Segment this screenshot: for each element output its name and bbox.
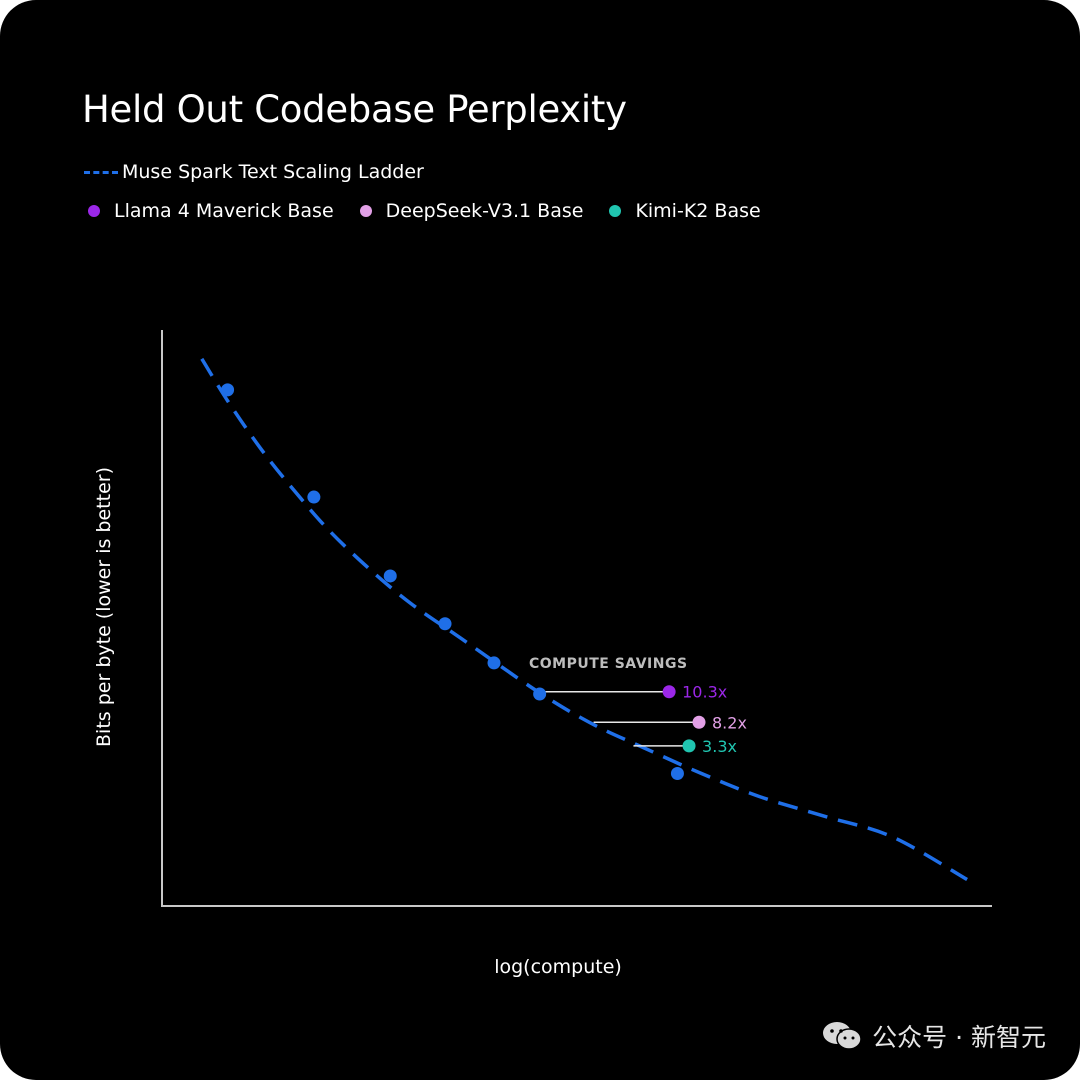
legend-item-llama: Llama 4 Maverick Base — [84, 200, 334, 222]
dot-swatch — [88, 205, 100, 217]
legend-row-1: Muse Spark Text Scaling Ladder — [84, 161, 446, 183]
dot-swatch — [609, 205, 622, 217]
ladder-point — [533, 687, 547, 701]
dot-swatch — [359, 205, 372, 217]
dashed-line-swatch — [84, 170, 118, 174]
legend-label: Muse Spark Text Scaling Ladder — [122, 161, 424, 183]
watermark: 公众号 · 新智元 — [822, 1018, 1046, 1054]
model-point — [682, 739, 696, 753]
savings-label: 10.3x — [682, 683, 727, 702]
legend-label: DeepSeek-V3.1 Base — [385, 200, 584, 222]
chart-title: Held Out Codebase Perplexity — [82, 88, 627, 131]
ladder-point — [307, 490, 321, 504]
legend-item-kimi: Kimi-K2 Base — [605, 200, 761, 222]
ladder-point — [221, 383, 235, 397]
x-axis-label: log(compute) — [494, 956, 622, 978]
scaling-ladder-curve — [200, 357, 968, 882]
watermark-text: 公众号 · 新智元 — [872, 1023, 1046, 1052]
wechat-icon — [822, 1021, 862, 1051]
legend-label: Llama 4 Maverick Base — [114, 200, 334, 222]
ladder-point — [438, 617, 452, 631]
savings-label: 3.3x — [702, 737, 737, 756]
legend-item-deepseek: DeepSeek-V3.1 Base — [356, 200, 584, 222]
savings-label: 8.2x — [712, 713, 747, 732]
y-axis-label: Bits per byte (lower is better) — [93, 467, 115, 747]
model-point — [662, 685, 676, 699]
ladder-point — [383, 569, 397, 583]
ladder-point — [487, 656, 501, 670]
legend-item-scaling-ladder: Muse Spark Text Scaling Ladder — [84, 161, 424, 183]
legend-label: Kimi-K2 Base — [635, 200, 761, 222]
legend-row-2: Llama 4 Maverick Base DeepSeek-V3.1 Base… — [84, 200, 783, 222]
model-point — [692, 715, 706, 729]
ladder-point — [670, 767, 684, 781]
compute-savings-annotation: COMPUTE SAVINGS — [529, 656, 688, 672]
